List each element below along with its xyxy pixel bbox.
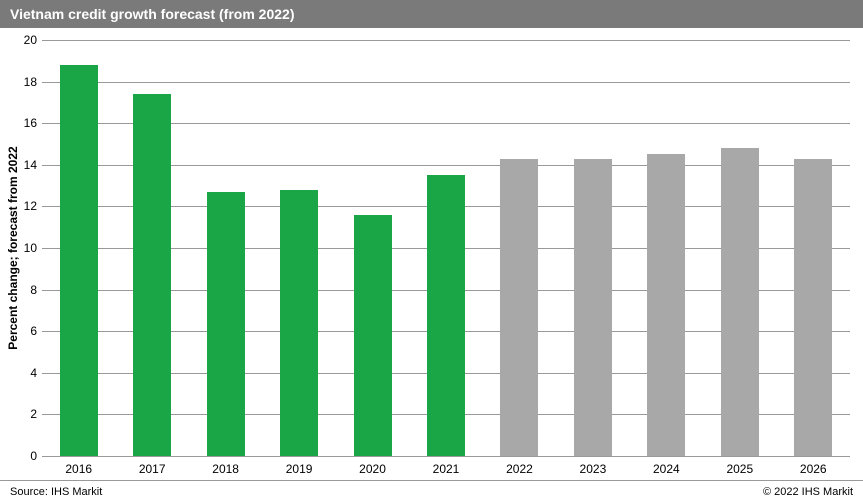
x-tick-label: 2019	[269, 462, 329, 476]
chart-footer: Source: IHS Markit © 2022 IHS Markit	[0, 480, 863, 502]
gridline	[42, 40, 850, 41]
footer-source: Source: IHS Markit	[10, 486, 102, 498]
bar	[574, 159, 612, 456]
x-tick-label: 2025	[710, 462, 770, 476]
x-tick-label: 2016	[49, 462, 109, 476]
x-tick-label: 2022	[489, 462, 549, 476]
y-tick-label: 4	[7, 366, 37, 380]
bar	[133, 94, 171, 456]
bar	[354, 215, 392, 456]
chart-title: Vietnam credit growth forecast (from 202…	[10, 6, 294, 22]
y-tick-label: 0	[7, 449, 37, 463]
y-tick-label: 18	[7, 75, 37, 89]
footer-copyright: © 2022 IHS Markit	[763, 486, 853, 498]
y-tick-label: 8	[7, 283, 37, 297]
x-tick-label: 2021	[416, 462, 476, 476]
x-tick-label: 2018	[196, 462, 256, 476]
x-tick-label: 2017	[122, 462, 182, 476]
x-tick-label: 2020	[343, 462, 403, 476]
y-tick-label: 10	[7, 241, 37, 255]
y-tick-label: 6	[7, 324, 37, 338]
x-axis-line	[42, 456, 850, 457]
chart-title-bar: Vietnam credit growth forecast (from 202…	[0, 0, 863, 28]
x-tick-label: 2026	[783, 462, 843, 476]
bar	[280, 190, 318, 456]
bar	[721, 148, 759, 456]
bar	[500, 159, 538, 456]
bar	[60, 65, 98, 456]
y-tick-label: 16	[7, 116, 37, 130]
x-tick-label: 2023	[563, 462, 623, 476]
x-tick-label: 2024	[636, 462, 696, 476]
y-tick-label: 14	[7, 158, 37, 172]
y-tick-label: 2	[7, 407, 37, 421]
gridline	[42, 82, 850, 83]
bar	[427, 175, 465, 456]
bar	[794, 159, 832, 456]
bar	[207, 192, 245, 456]
bar	[647, 154, 685, 456]
y-tick-label: 12	[7, 199, 37, 213]
y-tick-label: 20	[7, 33, 37, 47]
